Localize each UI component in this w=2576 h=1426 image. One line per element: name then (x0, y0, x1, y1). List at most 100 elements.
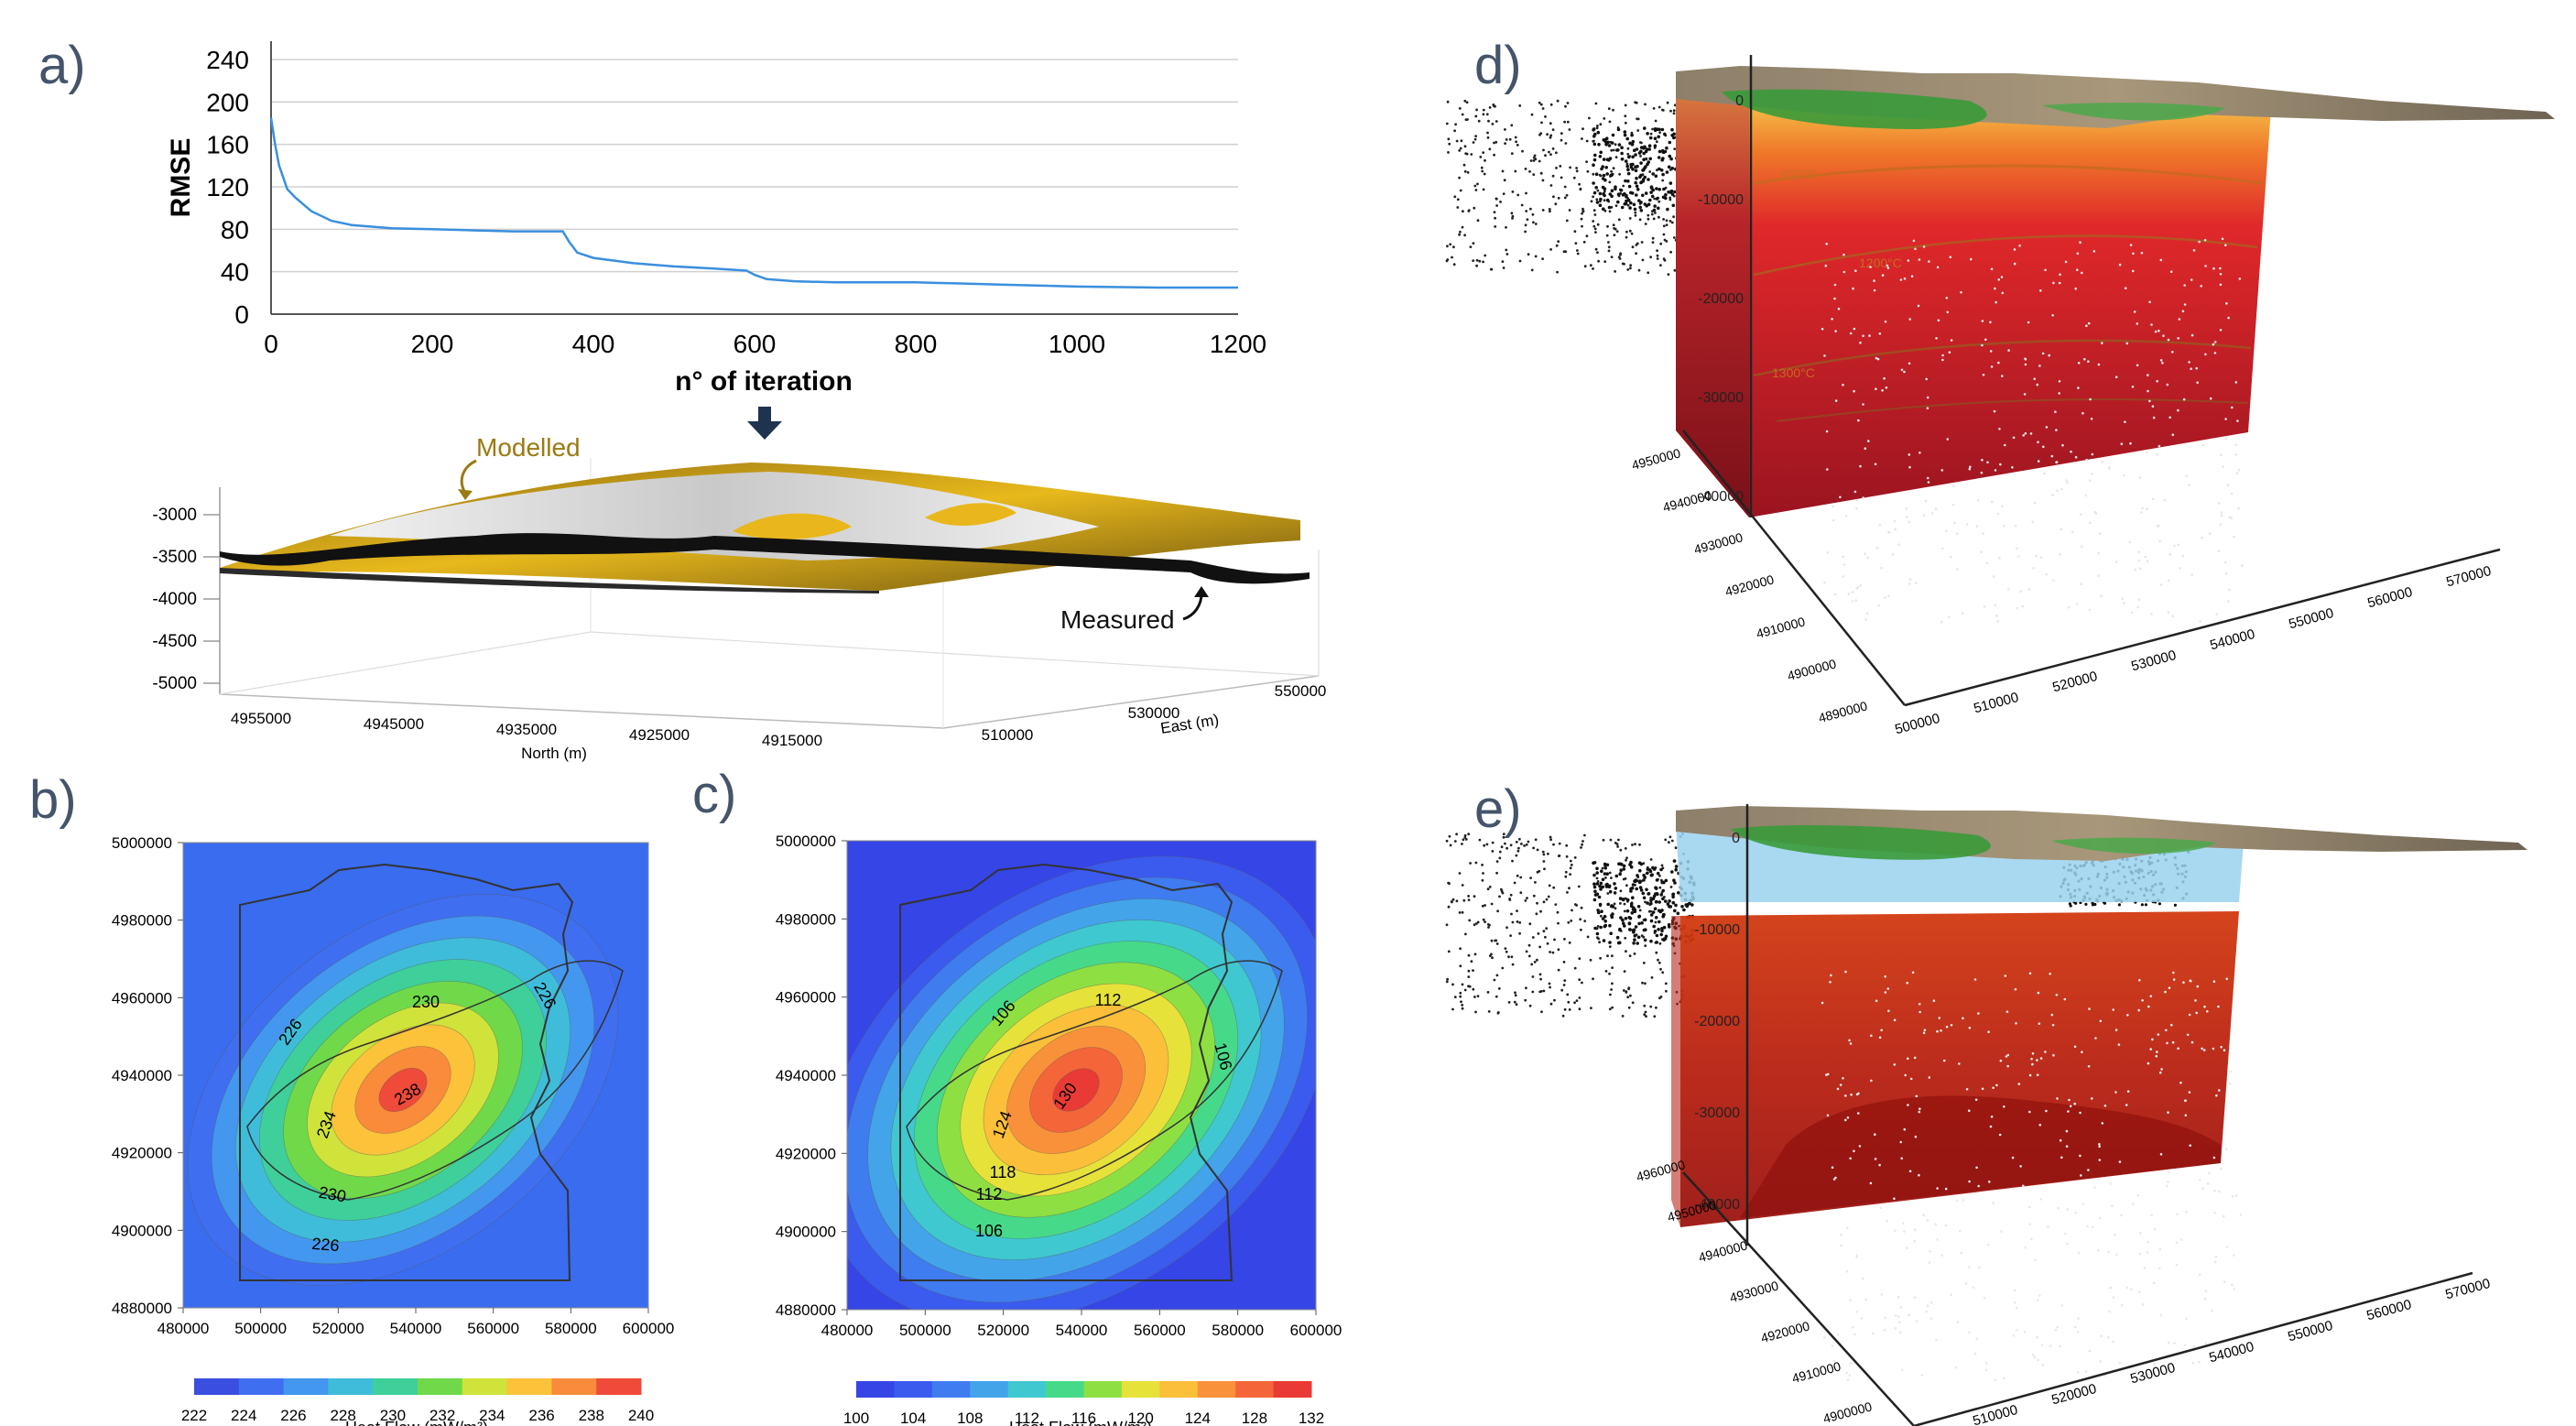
seismic-point (2100, 1334, 2103, 1338)
seismic-point (1549, 1002, 1553, 1006)
seismic-point (2224, 437, 2228, 441)
seismic-point (2124, 420, 2126, 424)
seismic-point (2218, 1190, 2221, 1193)
seismic-point (1473, 952, 1477, 956)
colorbar-tick-label: 234 (479, 1407, 505, 1424)
seismic-point (1903, 370, 1906, 374)
seismic-point (2209, 397, 2212, 400)
seismic-point (1886, 264, 1889, 267)
seismic-point (1532, 173, 1536, 177)
seismic-point (2091, 1225, 2094, 1229)
colorbar-tick-label: 112 (1015, 1410, 1039, 1426)
seismic-point (2071, 530, 2074, 534)
seismic-point (1670, 192, 1675, 197)
seismic-point (1541, 209, 1545, 212)
seismic-point (1599, 150, 1603, 155)
seismic-point (1663, 149, 1668, 154)
seismic-point (1603, 872, 1607, 876)
panel-label-a: a) (38, 36, 86, 95)
seismic-point (2188, 484, 2190, 486)
seismic-point (1549, 835, 1552, 839)
seismic-point (1631, 245, 1635, 249)
seismic-point (1661, 888, 1665, 893)
seismic-point (1581, 840, 1584, 843)
seismic-point (1670, 134, 1674, 137)
seismic-point (1586, 169, 1590, 173)
seismic-point (2099, 1216, 2102, 1220)
seismic-point (1526, 218, 1529, 222)
seismic-point (2085, 324, 2088, 328)
seismic-point (1893, 1018, 1897, 1022)
seismic-point (1488, 106, 1492, 109)
seismic-point (1859, 464, 1862, 468)
seismic-point (1884, 321, 1887, 323)
seismic-point (1449, 844, 1452, 847)
seismic-point (2058, 281, 2061, 285)
seismic-point (1543, 867, 1546, 871)
seismic-point (2149, 995, 2153, 997)
seismic-point (1831, 505, 1834, 508)
seismic-point (1598, 155, 1603, 158)
seismic-point (1823, 1336, 1826, 1339)
seismic-point (1449, 243, 1452, 246)
seismic-point (2184, 1114, 2188, 1117)
seismic-point (1635, 176, 1638, 180)
seismic-point (1911, 971, 1915, 974)
seismic-point (1992, 575, 1995, 578)
seismic-point (1906, 981, 1909, 985)
seismic-point (1918, 1107, 1921, 1110)
seismic-point (2161, 362, 2164, 365)
seismic-point (2156, 1050, 2158, 1053)
seismic-point (1624, 103, 1627, 107)
seismic-point (1949, 256, 1952, 259)
seismic-point (1602, 939, 1606, 942)
seismic-point (1599, 197, 1603, 201)
map-y-tick-label: 4960000 (112, 989, 172, 1007)
seismic-point (2179, 1081, 2182, 1084)
seismic-point (1507, 1001, 1511, 1004)
seismic-point (1562, 250, 1566, 254)
seismic-point (1935, 1338, 1938, 1342)
seismic-point (1638, 886, 1643, 889)
seismic-point (2050, 454, 2054, 458)
seismic-point (1459, 189, 1462, 192)
seismic-point (1647, 868, 1652, 872)
surface-east-tick-label: 550000 (1275, 682, 1327, 700)
seismic-point (1936, 1029, 1939, 1033)
seismic-point (1585, 160, 1588, 164)
seismic-point (1495, 140, 1498, 144)
seismic-point (1486, 991, 1490, 994)
seismic-point (1652, 107, 1656, 110)
seismic-point (2139, 1232, 2142, 1235)
seismic-point (1549, 153, 1552, 157)
seismic-point (1561, 1014, 1565, 1018)
seismic-point (1509, 893, 1513, 897)
seismic-point (1625, 856, 1628, 860)
seismic-point (1588, 116, 1591, 120)
seismic-point (2045, 1109, 2048, 1113)
seismic-point (1642, 878, 1646, 882)
seismic-point (1610, 915, 1614, 920)
seismic-point (1583, 920, 1587, 922)
seismic-point (1669, 189, 1674, 193)
seismic-point (1476, 219, 1480, 223)
seismic-point (1511, 963, 1515, 966)
seismic-point (1481, 864, 1484, 866)
seismic-point (1881, 389, 1884, 392)
seismic-point (2213, 341, 2217, 343)
seismic-point (1628, 141, 1632, 146)
seismic-point (2147, 374, 2149, 376)
seismic-point (1629, 201, 1633, 205)
seismic-point (1946, 438, 1950, 441)
seismic-point (1628, 217, 1632, 220)
seismic-point (1609, 993, 1612, 996)
seismic-point (1542, 900, 1546, 904)
seismic-point (1560, 132, 1563, 136)
seismic-point (1467, 969, 1471, 973)
seismic-point (1840, 1233, 1842, 1236)
seismic-point (1597, 259, 1600, 263)
seismic-point (1634, 843, 1636, 846)
seismic-point (1481, 904, 1484, 908)
seismic-point (1516, 849, 1520, 853)
